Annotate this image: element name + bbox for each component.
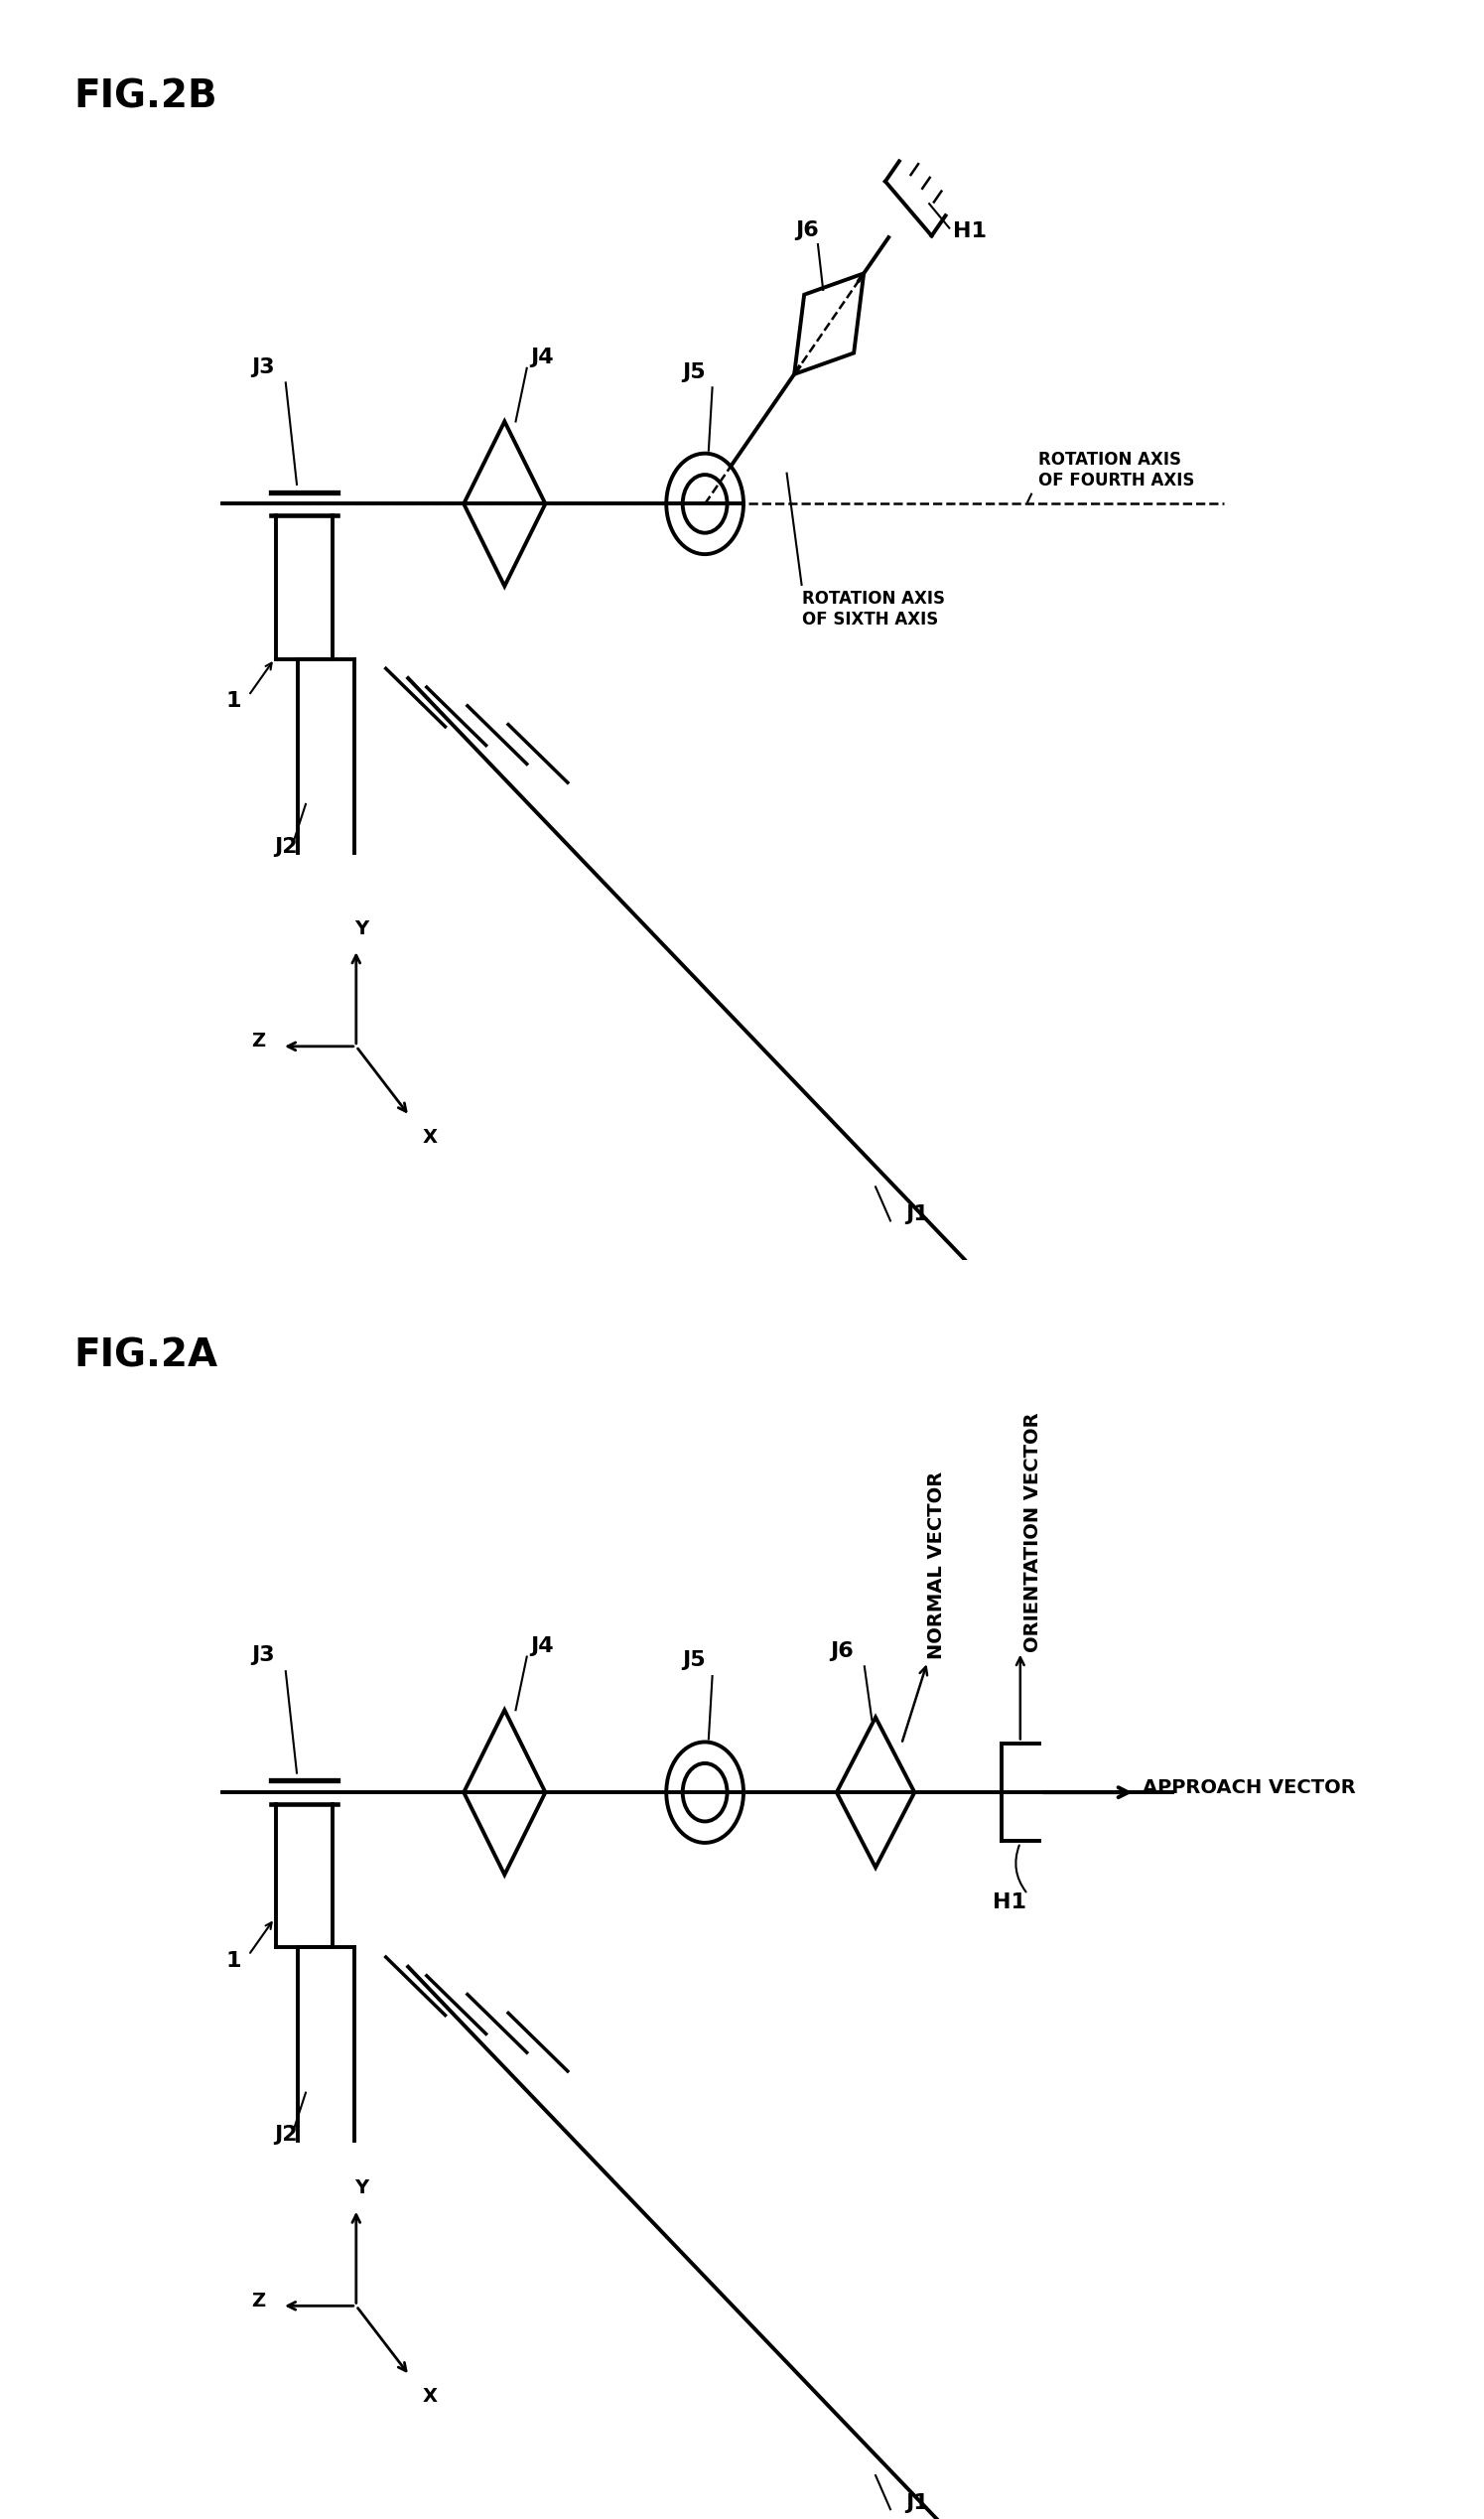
- Text: J2: J2: [275, 836, 298, 856]
- Text: J6: J6: [831, 1640, 853, 1660]
- Text: 1: 1: [226, 1950, 242, 1970]
- Text: X: X: [423, 2388, 438, 2406]
- Text: J5: J5: [683, 363, 705, 383]
- Text: J3: J3: [252, 1645, 275, 1665]
- Text: Y: Y: [355, 919, 368, 937]
- Text: H1: H1: [953, 222, 987, 242]
- Text: H1: H1: [993, 1892, 1025, 1912]
- Text: Z: Z: [252, 2292, 266, 2310]
- Text: 1: 1: [226, 690, 242, 710]
- Text: ORIENTATION VECTOR: ORIENTATION VECTOR: [1024, 1413, 1042, 1652]
- Text: J4: J4: [531, 348, 554, 368]
- Text: NORMAL VECTOR: NORMAL VECTOR: [928, 1471, 945, 1658]
- Text: J6: J6: [795, 222, 819, 242]
- Text: FIG.2B: FIG.2B: [74, 78, 218, 116]
- Text: ROTATION AXIS
OF SIXTH AXIS: ROTATION AXIS OF SIXTH AXIS: [801, 589, 945, 627]
- Text: J1: J1: [905, 1204, 929, 1224]
- Text: J3: J3: [252, 358, 275, 378]
- Text: Z: Z: [252, 1033, 266, 1050]
- Text: J4: J4: [531, 1635, 554, 1655]
- Text: J1: J1: [905, 2494, 929, 2514]
- Text: J5: J5: [683, 1650, 705, 1670]
- Text: ROTATION AXIS
OF FOURTH AXIS: ROTATION AXIS OF FOURTH AXIS: [1039, 451, 1195, 489]
- Text: X: X: [423, 1129, 438, 1146]
- Text: Y: Y: [355, 2179, 368, 2197]
- Text: J2: J2: [275, 2126, 298, 2146]
- Text: FIG.2A: FIG.2A: [74, 1338, 218, 1375]
- Text: APPROACH VECTOR: APPROACH VECTOR: [1143, 1778, 1356, 1796]
